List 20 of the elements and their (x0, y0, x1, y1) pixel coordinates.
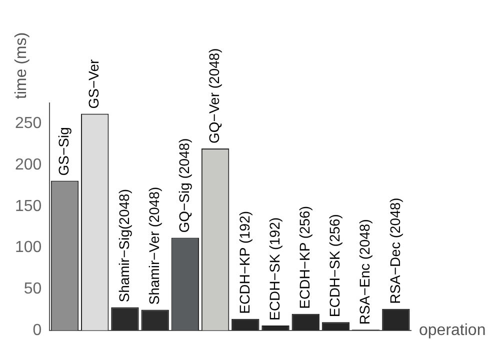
y-tick-label: 250 (14, 115, 42, 132)
x-tick-label: ECDH−SK (256) (326, 214, 343, 318)
y-tick-label: 0 (32, 322, 42, 339)
x-tick-label: Shamir−Sig(2048) (116, 189, 132, 302)
x-tick-label: ECDH−SK (192) (266, 217, 282, 320)
x-tick-label: GS−Ver (86, 58, 102, 109)
y-tick-label: 150 (14, 198, 42, 215)
x-axis-title: operation (419, 322, 486, 339)
y-tick-label: 100 (14, 239, 42, 256)
y-tick-label: 200 (14, 156, 42, 174)
x-tick-label: RSA−Enc (2048) (356, 219, 373, 325)
x-tick-label: Shamir−Ver (2048) (146, 186, 162, 305)
x-tick-label: GQ−Sig (2048) (176, 138, 192, 233)
x-tick-label: GS−Sig (56, 127, 72, 176)
y-axis-title: time (ms) (13, 32, 30, 99)
x-tick-label: ECDH−KP (192) (236, 210, 252, 314)
x-tick-label: RSA−Dec (2048) (386, 198, 403, 304)
x-tick-label: ECDH−KP (256) (296, 206, 312, 309)
x-tick-label: GQ−Ver (2048) (206, 48, 222, 144)
y-tick-label: 50 (24, 280, 42, 298)
